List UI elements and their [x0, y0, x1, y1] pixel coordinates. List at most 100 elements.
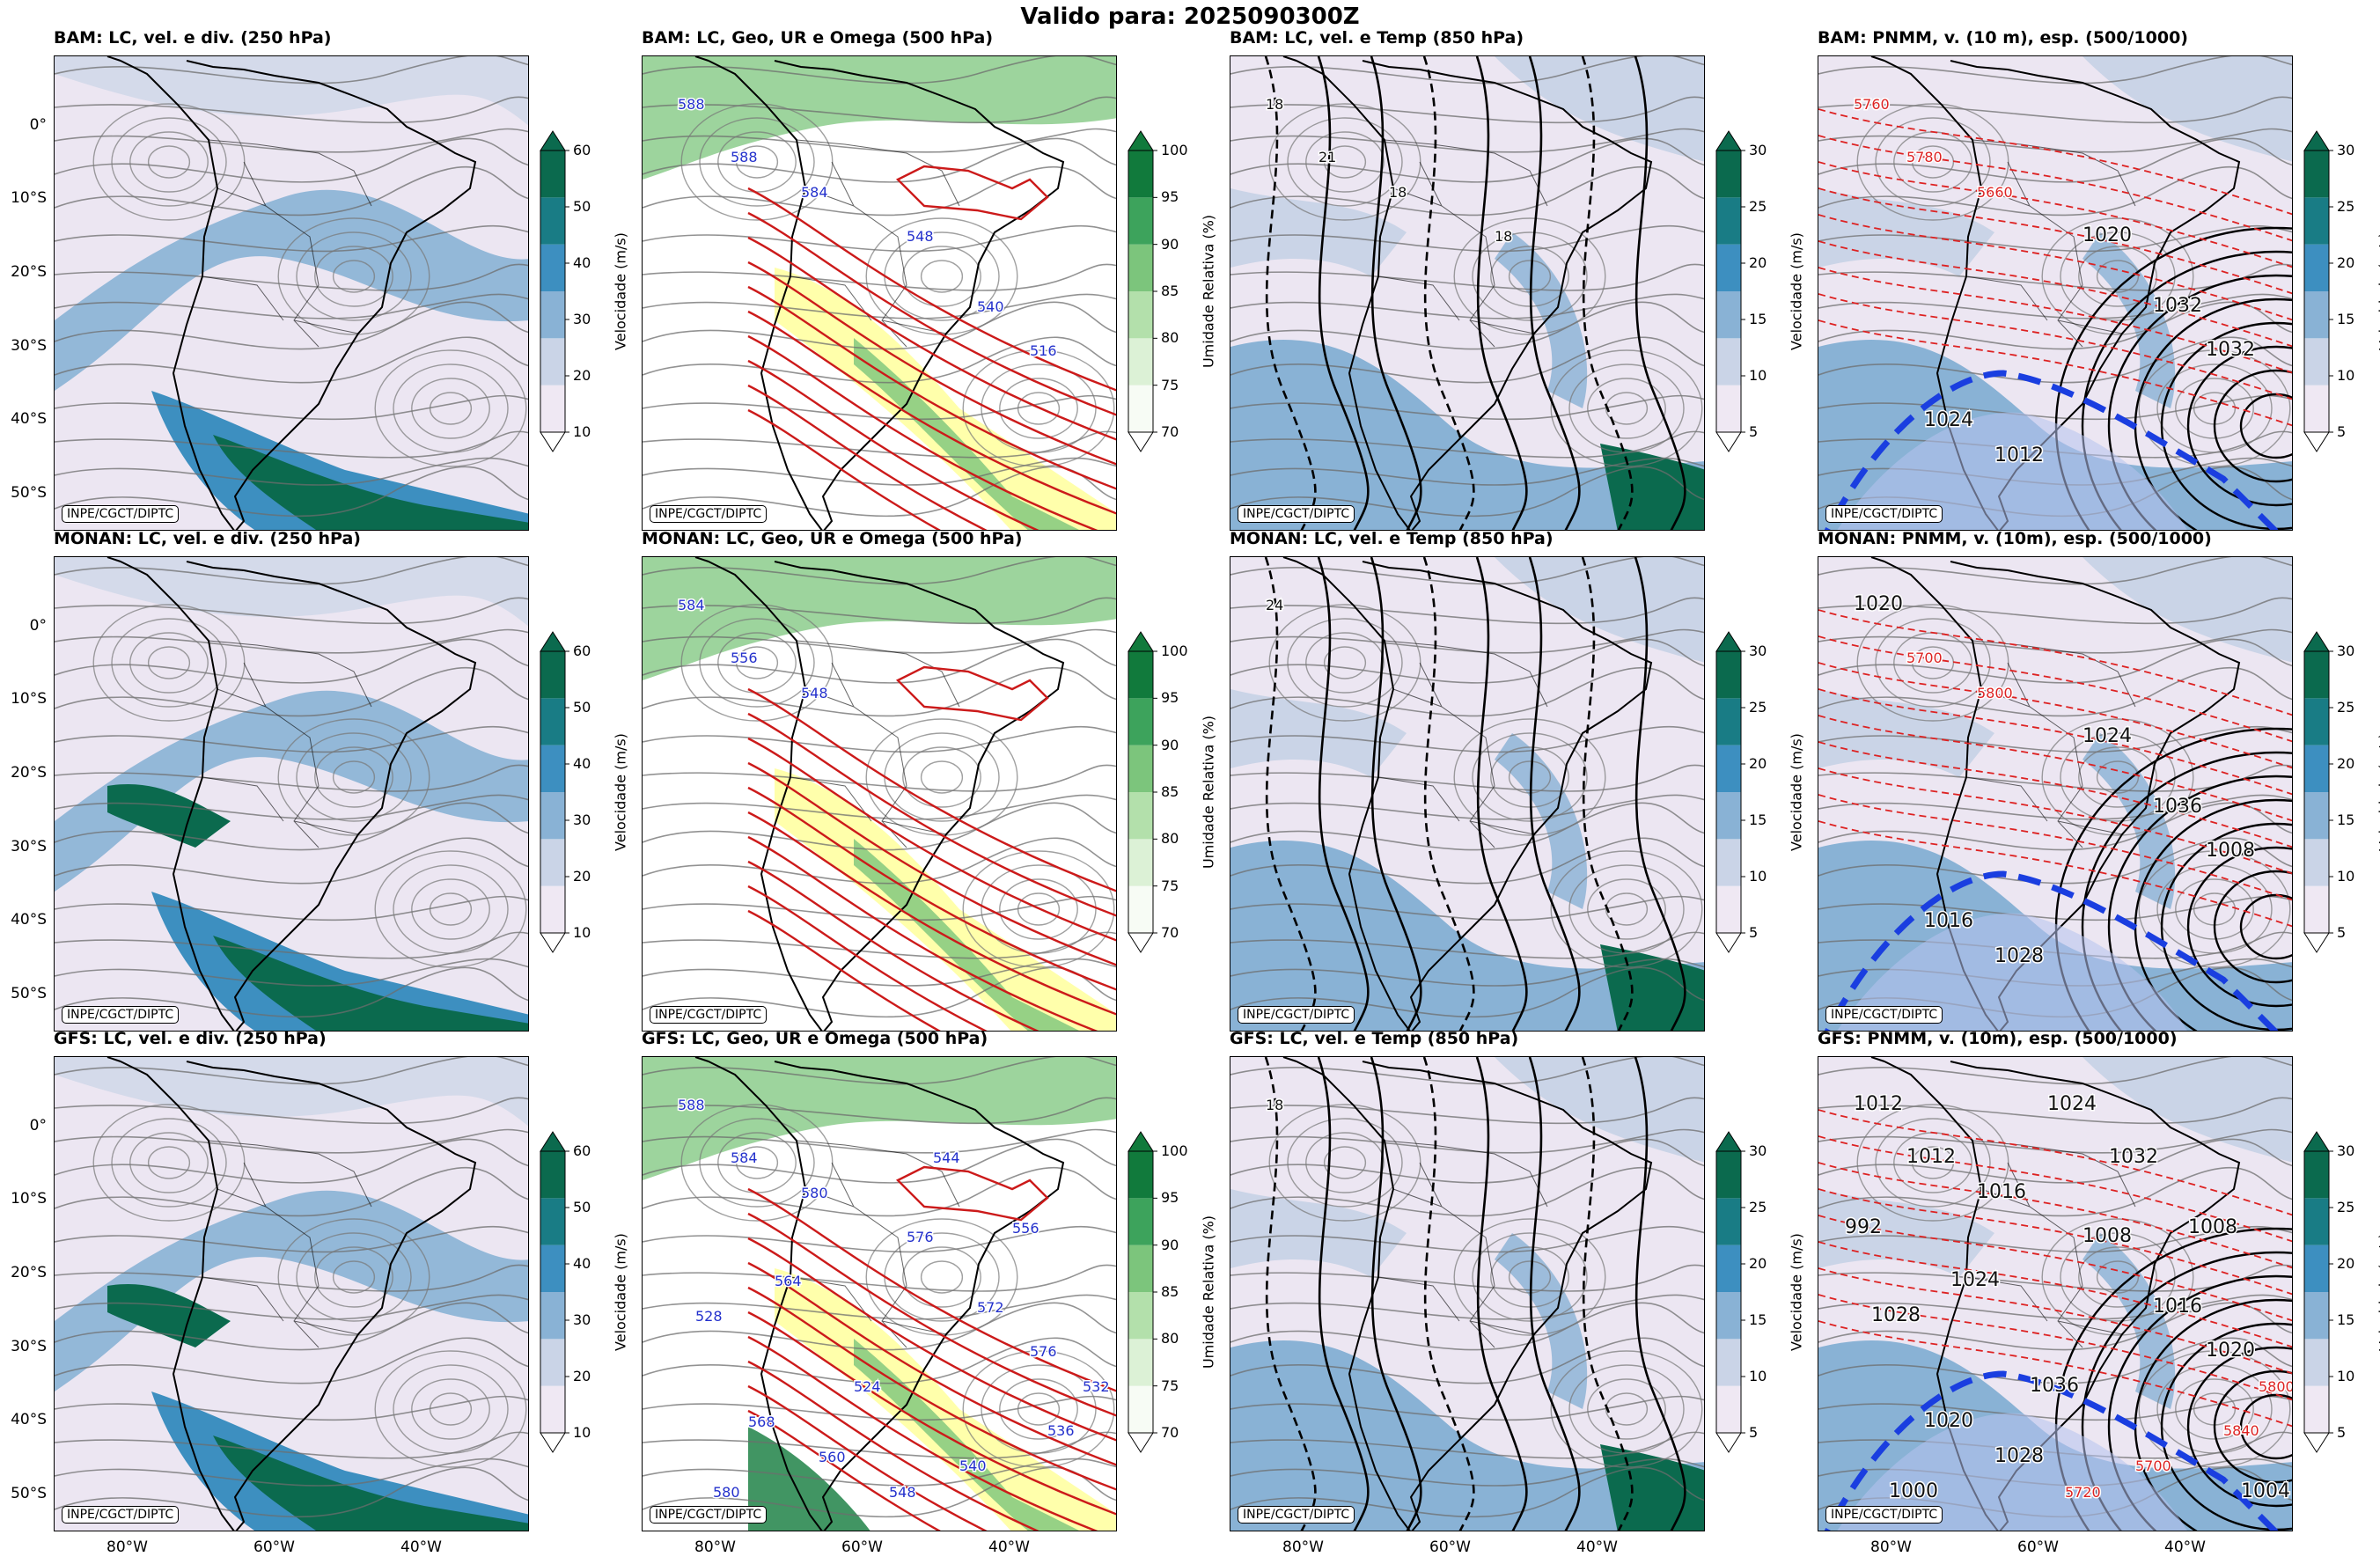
colorbar-label: Umidade Relativa (%): [1200, 1215, 1217, 1369]
colorbar-tick: 20: [573, 868, 591, 885]
colorbar-tick: 20: [1749, 1255, 1767, 1272]
credit-label: INPE/CGCT/DIPTC: [62, 505, 180, 523]
contour-label: 21: [1319, 149, 1336, 165]
contour-label: 5720: [2065, 1484, 2101, 1501]
latitude-label: 40°S: [11, 410, 47, 428]
panel-title: GFS: LC, vel. e div. (250 hPa): [54, 1029, 327, 1048]
colorbar-tick: 95: [1161, 689, 1179, 707]
colorbar-tick: 15: [2337, 311, 2355, 327]
colorbar-segment: [1128, 1198, 1153, 1245]
colorbar-tick: 20: [2337, 1255, 2355, 1272]
colorbar-scale: [2303, 130, 2333, 452]
colorbar-scale: [1715, 1131, 1745, 1453]
colorbar-tick: 95: [1161, 1189, 1179, 1207]
contour-label: 1036: [2153, 796, 2202, 818]
contour-label: 5800: [2259, 1378, 2293, 1395]
colorbar-segment: [2304, 885, 2329, 933]
contour-label: 18: [1495, 228, 1512, 245]
colorbar-tick: 100: [1161, 1142, 1188, 1159]
colorbar-segment: [2304, 839, 2329, 886]
colorbar-segment: [540, 1292, 565, 1340]
contour-label: 580: [713, 1484, 740, 1501]
longitude-label: 60°W: [841, 1538, 883, 1556]
map-plot: 18 21 18 18: [1230, 56, 1704, 530]
colorbar-scale: [2303, 631, 2333, 953]
latitude-label: 50°S: [11, 484, 47, 502]
colorbar-segment: [1716, 151, 1741, 198]
map-panel: 584 556 548 INPE/CGCT/DIPTC: [642, 556, 1117, 1032]
credit-label: INPE/CGCT/DIPTC: [1825, 1506, 1943, 1524]
colorbar-segment: [1716, 839, 1741, 886]
contour-label: 1028: [1994, 945, 2044, 967]
colorbar-tick: 15: [2337, 1311, 2355, 1328]
colorbar-tick: 90: [1161, 1236, 1179, 1253]
colorbar: 5 10 15 20 25 30 Velocidade (m/s): [2303, 124, 2380, 459]
colorbar-tick: 20: [573, 1368, 591, 1384]
panel-title: BAM: LC, Geo, UR e Omega (500 hPa): [642, 28, 994, 48]
colorbar: 10 20 30 40 50 60 Velocidade (m/s): [540, 1125, 629, 1459]
colorbar-segment: [1128, 291, 1153, 339]
colorbar-tick: 5: [1749, 924, 1759, 941]
colorbar-tick: 85: [1161, 1283, 1179, 1300]
colorbar-tick: 70: [1161, 924, 1179, 941]
contour-label: 588: [678, 1097, 705, 1113]
colorbar-tick: 10: [573, 423, 591, 440]
map-panel: INPE/CGCT/DIPTC: [54, 556, 529, 1032]
map-panel: 1020 5700 5800 1024 1036 1008 1016 1028 INPE/CGC…: [1818, 556, 2293, 1032]
colorbar-segment: [2304, 651, 2329, 699]
colorbar-segment: [2304, 1198, 2329, 1245]
contour-label: 524: [854, 1378, 881, 1395]
contour-label: 18: [1266, 96, 1283, 113]
colorbar-tick: 70: [1161, 1424, 1179, 1441]
colorbar-segment: [540, 1385, 565, 1433]
longitude-label: 80°W: [1282, 1538, 1324, 1556]
map-panel: 18 INPE/CGCT/DIPTC: [1230, 1056, 1705, 1531]
colorbar-tick: 15: [1749, 311, 1767, 327]
map-plot: [55, 56, 528, 530]
colorbar-tick: 15: [1749, 1311, 1767, 1328]
colorbar-segment: [2304, 1385, 2329, 1433]
colorbar-tick: 20: [2337, 254, 2355, 271]
colorbar-segment: [1716, 745, 1741, 792]
colorbar-tick: 10: [1749, 1368, 1767, 1384]
contour-label: 572: [977, 1299, 1004, 1316]
contour-label: 528: [695, 1308, 723, 1325]
colorbar-scale: [1128, 130, 1157, 452]
contour-label: 564: [775, 1273, 802, 1289]
colorbar-tick: 100: [1161, 142, 1188, 158]
colorbar-segment: [2304, 385, 2329, 432]
map-panel: 5760 5780 5660 1020 1032 1032 1024 1012 INPE/CGC…: [1818, 55, 2293, 531]
contour-label: 5840: [2223, 1422, 2259, 1439]
latitude-label: 50°S: [11, 985, 47, 1002]
contour-label: 24: [1266, 597, 1283, 613]
credit-label: INPE/CGCT/DIPTC: [62, 1006, 180, 1024]
colorbar-segment: [540, 244, 565, 291]
colorbar-segment: [1128, 1151, 1153, 1199]
latitude-label: 0°: [29, 617, 47, 635]
colorbar-tick: 30: [573, 1311, 591, 1328]
colorbar-tick: 5: [2337, 423, 2347, 440]
contour-label: 18: [1266, 1097, 1283, 1113]
colorbar-tick: 20: [573, 367, 591, 384]
longitude-label: 80°W: [1870, 1538, 1912, 1556]
colorbar-scale: [1715, 130, 1745, 452]
colorbar-tick: 30: [2337, 142, 2355, 158]
contour-label: 18: [1389, 184, 1407, 201]
colorbar-tick: 50: [573, 699, 591, 716]
contour-label: 576: [907, 1229, 934, 1245]
contour-label: 536: [1047, 1422, 1075, 1439]
contour-label: 548: [801, 685, 828, 701]
colorbar: 70 75 80 85 90 95 100 Umidade Relativa (%): [1128, 625, 1217, 959]
colorbar-segment: [540, 651, 565, 699]
contour-label: 1024: [2082, 725, 2132, 747]
panel-title: BAM: LC, vel. e Temp (850 hPa): [1230, 28, 1524, 48]
colorbar-segment: [1716, 1245, 1741, 1292]
colorbar: 10 20 30 40 50 60 Velocidade (m/s): [540, 625, 629, 959]
map-panel: 18 21 18 18 INPE/CGCT/DIPTC: [1230, 55, 1705, 531]
colorbar-segment: [2304, 1339, 2329, 1386]
colorbar-label: Velocidade (m/s): [2376, 232, 2380, 350]
colorbar-segment: [1128, 745, 1153, 792]
colorbar-segment: [540, 839, 565, 886]
longitude-label: 60°W: [1429, 1538, 1471, 1556]
colorbar-segment: [1716, 1385, 1741, 1433]
